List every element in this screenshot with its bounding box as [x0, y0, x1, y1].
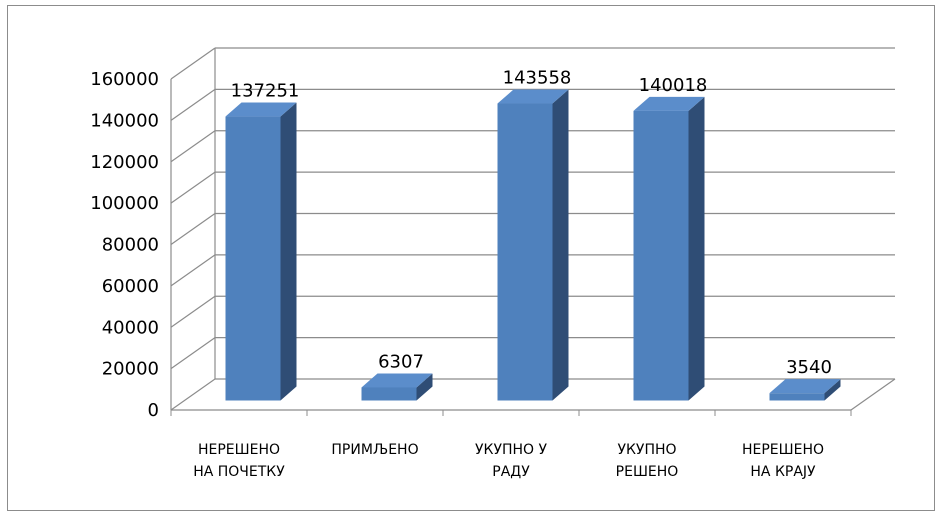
- bar: [225, 116, 281, 401]
- gridline-diagonal: [170, 171, 216, 204]
- y-tick-label: 60000: [102, 276, 159, 297]
- y-tick-label: 0: [148, 400, 159, 421]
- bar: [361, 387, 417, 401]
- category-label: УКУПНО У РАДУ: [475, 442, 548, 480]
- gridline-diagonal: [170, 130, 216, 163]
- category-label-line: НА КРАЈУ: [750, 464, 816, 480]
- category-label: УКУПНО РЕШЕНО: [616, 442, 679, 480]
- gridline-diagonal: [170, 88, 216, 121]
- category-label: НЕРЕШЕНО НА КРАЈУ: [742, 442, 824, 480]
- category-label-line: РЕШЕНО: [616, 464, 679, 480]
- y-tick-label: 80000: [102, 235, 159, 256]
- gridline-diagonal: [170, 254, 216, 287]
- floor-right-edge: [850, 378, 896, 411]
- data-label: 137251: [231, 81, 300, 102]
- bar: [497, 103, 553, 401]
- y-tick-label: 20000: [102, 359, 159, 380]
- y-tick-label: 120000: [90, 152, 159, 173]
- bar-top: [769, 379, 841, 394]
- category-label-line: НЕРЕШЕНО: [198, 442, 280, 458]
- category-label-line: УКУПНО У: [475, 442, 548, 458]
- category-label: НЕРЕШЕНО НА ПОЧЕТКУ: [193, 442, 285, 480]
- y-tick-label: 160000: [90, 69, 159, 90]
- y-tick-label: 100000: [90, 193, 159, 214]
- bar: [769, 393, 825, 401]
- category-label-line: НА ПОЧЕТКУ: [193, 464, 285, 480]
- gridline-diagonal: [170, 337, 216, 370]
- y-tick-label: 140000: [90, 110, 159, 131]
- category-label-line: НЕРЕШЕНО: [742, 442, 824, 458]
- bar-side: [824, 379, 841, 401]
- data-label: 3540: [786, 357, 832, 378]
- chart-svg: 0 20000 40000 60000 80000 100000 120000 140000 1…: [90, 47, 896, 480]
- data-label: 143558: [503, 68, 572, 89]
- bar-side: [552, 89, 569, 401]
- bar-top: [633, 96, 705, 111]
- gridline-diagonal: [170, 295, 216, 328]
- category-label-line: УКУПНО: [617, 442, 676, 458]
- bar-top: [497, 89, 569, 104]
- category-label-line: ПРИМЉЕНО: [331, 442, 418, 458]
- data-label: 6307: [378, 351, 424, 372]
- y-tick-label: 40000: [102, 317, 159, 338]
- bar-top: [361, 373, 433, 388]
- bar-side: [280, 102, 297, 401]
- gridline-diagonal: [170, 213, 216, 245]
- category-label: ПРИМЉЕНО: [331, 442, 418, 458]
- bar: [633, 110, 689, 401]
- chart-frame: 0 20000 40000 60000 80000 100000 120000 140000 1…: [7, 5, 935, 511]
- data-label: 140018: [639, 75, 708, 96]
- gridline-diagonal: [170, 378, 216, 411]
- category-label-line: РАДУ: [492, 464, 530, 480]
- bar-top: [225, 102, 297, 117]
- bar-side: [416, 373, 433, 401]
- gridline-diagonal: [170, 47, 216, 80]
- bar-side: [688, 96, 705, 401]
